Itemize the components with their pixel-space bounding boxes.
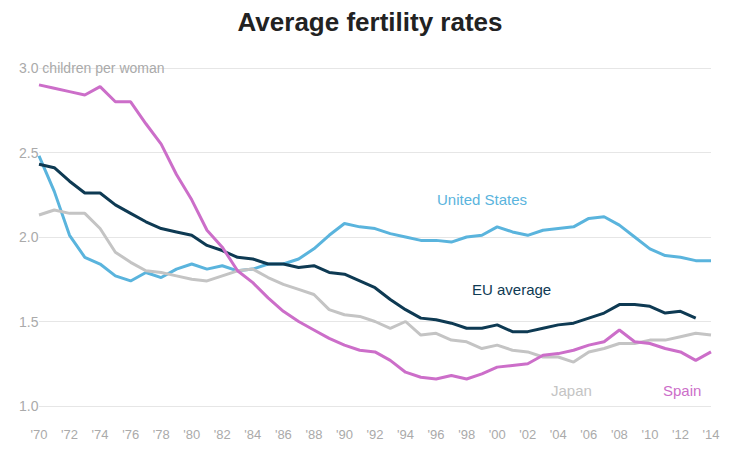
svg-text:'88: '88 [305,427,322,442]
svg-text:'04: '04 [550,427,567,442]
svg-text:Average fertility rates: Average fertility rates [238,7,503,37]
svg-text:'82: '82 [214,427,231,442]
svg-text:'76: '76 [122,427,139,442]
svg-text:'00: '00 [489,427,506,442]
svg-text:'92: '92 [367,427,384,442]
svg-text:1.0: 1.0 [19,398,39,414]
svg-text:'08: '08 [611,427,628,442]
svg-text:'74: '74 [92,427,109,442]
svg-text:'84: '84 [244,427,261,442]
svg-text:'72: '72 [61,427,78,442]
svg-text:'02: '02 [519,427,536,442]
svg-text:'80: '80 [183,427,200,442]
svg-text:2.0: 2.0 [19,229,39,245]
svg-text:'86: '86 [275,427,292,442]
svg-text:'70: '70 [31,427,48,442]
svg-text:3.0 children per woman: 3.0 children per woman [19,60,165,76]
svg-text:'90: '90 [336,427,353,442]
svg-text:'06: '06 [580,427,597,442]
svg-text:'94: '94 [397,427,414,442]
svg-text:'10: '10 [641,427,658,442]
svg-text:'12: '12 [672,427,689,442]
svg-text:'14: '14 [703,427,720,442]
svg-text:'98: '98 [458,427,475,442]
svg-text:1.5: 1.5 [19,314,39,330]
svg-text:EU average: EU average [472,281,551,298]
svg-text:'78: '78 [153,427,170,442]
svg-text:United States: United States [437,191,527,208]
svg-text:Spain: Spain [663,382,701,399]
svg-text:2.5: 2.5 [19,145,39,161]
svg-text:'96: '96 [428,427,445,442]
svg-text:Japan: Japan [551,382,592,399]
